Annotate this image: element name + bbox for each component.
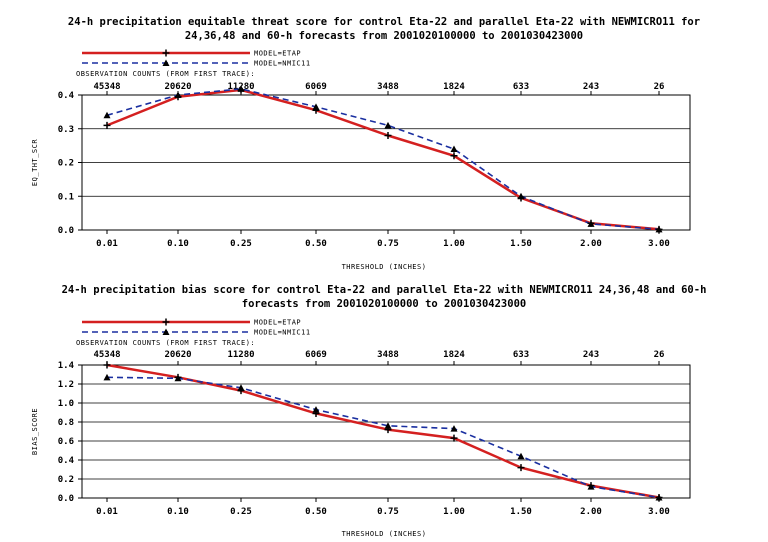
bias-ytick-label: 0.4 [58,456,75,466]
ets-point-nmic11 [450,145,458,152]
bias-counts-label: OBSERVATION COUNTS (FROM FIRST TRACE): [76,339,255,347]
bias-count-label: 633 [513,350,529,360]
ets-ytick-label: 0.4 [58,91,75,101]
bias-ytick-label: 0.8 [58,418,74,428]
bias-count-label: 6069 [305,350,327,360]
bias-count-label: 3488 [377,350,399,360]
bias-point-nmic11 [174,374,182,382]
bias-legend-label-etap: MODEL=ETAP [254,319,301,327]
bias-xtick-label: 0.50 [305,507,327,517]
ets-count-label: 26 [654,82,665,92]
ets-xaxis-label: THRESHOLD (INCHES) [342,263,427,271]
ets-xtick-label: 0.75 [377,239,399,249]
bias-xtick-label: 0.25 [230,507,252,517]
bias-legend-marker-nmic11 [162,328,170,335]
ets-point-nmic11 [587,220,595,227]
ets-yaxis-label: EQ_THT_SCR [31,139,39,186]
ets-ytick-label: 0.2 [58,159,74,169]
ets-xtick-label: 1.00 [443,239,465,249]
ets-legend-label-etap: MODEL=ETAP [254,50,301,58]
ets-xtick-label: 0.25 [230,239,252,249]
ets-point-etap [450,152,458,160]
ets-count-label: 3488 [377,82,399,92]
bias-point-nmic11 [103,373,111,381]
ets-series-line-etap [106,88,660,231]
bias-count-label: 20620 [164,350,191,360]
ets-title-line1: 24-h precipitation equitable threat scor… [68,16,700,28]
bias-title-line1: 24-h precipitation bias score for contro… [62,284,707,296]
bias-point-nmic11 [517,452,525,460]
ets-ytick-label: 0.0 [58,226,74,236]
ets-count-label: 45348 [93,82,120,92]
ets-point-etap [103,121,111,129]
ets-point-nmic11 [312,103,320,110]
bias-xtick-label: 0.01 [96,507,118,517]
ets-legend-marker-nmic11 [162,59,170,66]
ets-count-label: 20620 [164,82,191,92]
bias-point-nmic11 [655,494,663,501]
bias-point-nmic11 [312,406,320,413]
bias-xtick-label: 3.00 [648,507,670,517]
bias-legend-label-nmic11: MODEL=NMIC11 [254,329,311,337]
ets-xtick-label: 0.10 [167,239,189,249]
bias-xaxis-label: THRESHOLD (INCHES) [342,530,427,538]
ets-xtick-label: 0.01 [96,239,118,249]
ets-count-label: 1824 [443,82,465,92]
ets-point-nmic11 [517,192,525,200]
bias-point-nmic11 [450,425,458,432]
ets-ytick-label: 0.3 [58,125,74,135]
bias-plot-frame [81,364,691,499]
bias-xtick-label: 1.50 [510,507,532,517]
bias-yaxis-label: BIAS_SCORE [31,408,39,455]
bias-point-etap [103,361,111,369]
ets-legend-marker-etap [162,49,170,57]
ets-xtick-label: 3.00 [648,239,670,249]
bias-xtick-label: 0.10 [167,507,189,517]
ets-ytick-label: 0.1 [58,192,74,202]
ets-point-nmic11 [237,85,245,92]
bias-ytick-label: 0.0 [58,494,74,504]
bias-series-line-etap [106,363,660,499]
bias-count-label: 243 [583,350,599,360]
ets-count-label: 243 [583,82,599,92]
ets-point-nmic11 [103,111,111,119]
ets-point-nmic11 [655,225,663,233]
bias-xtick-label: 0.75 [377,507,399,517]
bias-ytick-label: 1.0 [58,399,74,409]
bias-legend-marker-etap [162,318,170,326]
ets-series-line-nmic11 [106,88,660,231]
bias-count-label: 26 [654,350,665,360]
bias-ytick-label: 0.6 [58,437,74,447]
ets-point-etap [384,132,392,139]
bias-xtick-label: 2.00 [580,507,602,517]
ets-point-nmic11 [174,91,182,98]
bias-xtick-label: 1.00 [443,507,465,517]
bias-series-line-nmic11 [106,376,660,499]
ets-xtick-label: 1.50 [510,239,532,249]
bias-point-etap [517,464,525,472]
ets-count-label: 6069 [305,82,327,92]
ets-count-label: 633 [513,82,529,92]
bias-point-nmic11 [237,384,245,391]
ets-xtick-label: 0.50 [305,239,327,249]
bias-point-etap [450,434,458,442]
ets-point-nmic11 [384,121,392,129]
ets-title-line2: 24,36,48 and 60-h forecasts from 2001020… [185,30,583,42]
bias-ytick-label: 0.2 [58,475,74,485]
bias-count-label: 11280 [227,350,254,360]
ets-legend-label-nmic11: MODEL=NMIC11 [254,60,311,68]
ets-counts-label: OBSERVATION COUNTS (FROM FIRST TRACE): [76,70,255,78]
bias-title-line2: forecasts from 2001020100000 to 20010304… [242,298,526,310]
bias-point-nmic11 [384,422,392,429]
bias-ytick-label: 1.4 [58,361,75,371]
bias-ytick-label: 1.2 [58,380,74,390]
ets-xtick-label: 2.00 [580,239,602,249]
bias-point-nmic11 [587,483,595,490]
bias-count-label: 45348 [93,350,120,360]
bias-count-label: 1824 [443,350,465,360]
